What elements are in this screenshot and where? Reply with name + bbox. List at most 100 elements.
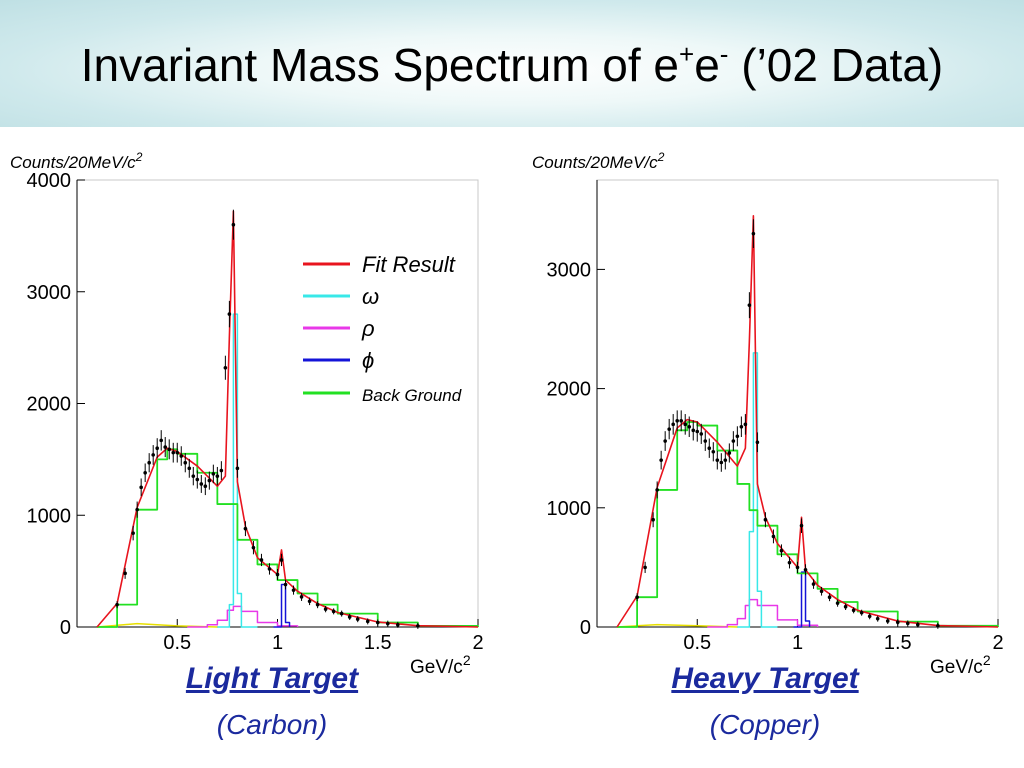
y-tick-label: 3000: [27, 282, 72, 304]
data-point: [385, 621, 390, 626]
chart-panel-2: Counts/20MeV/c2 0 1000 2000 3000 0.5 1 1.5 2GeV/…: [532, 150, 1004, 740]
x-tick-label: 1.5: [364, 632, 392, 654]
data-point: [671, 422, 675, 427]
data-point: [655, 488, 659, 492]
data-point: [699, 432, 704, 436]
y-tick-label: 0: [60, 617, 71, 639]
data-point: [131, 531, 135, 535]
data-point: [936, 624, 940, 628]
legend-label-background: Back Ground: [362, 386, 462, 405]
data-point: [875, 616, 880, 621]
data-point: [643, 565, 647, 570]
data-point: [283, 582, 288, 587]
x-tick-label: 2: [992, 632, 1003, 654]
x-tick-label: 0.5: [163, 632, 191, 654]
data-point: [867, 614, 872, 619]
x-tick-label: 1: [792, 632, 803, 654]
data-point: [659, 458, 663, 462]
legend-label-fit: Fit Result: [362, 252, 456, 277]
data-point: [735, 434, 740, 439]
data-point: [291, 588, 296, 592]
data-point: [279, 558, 284, 562]
y-axis-label: Counts/20MeV/c2: [532, 150, 665, 172]
data-point: [795, 565, 800, 570]
series-background-line: [97, 448, 479, 628]
data-point: [215, 474, 220, 478]
title-sup-minus: -: [719, 39, 729, 69]
data-point: [771, 534, 776, 539]
data-point: [151, 453, 155, 457]
data-point: [223, 365, 228, 370]
data-point: [635, 595, 639, 599]
data-point: [243, 526, 248, 531]
data-point: [819, 589, 824, 594]
data-point: [143, 470, 147, 475]
data-point: [885, 619, 890, 623]
series-phi-line: [793, 571, 811, 628]
data-point: [779, 548, 784, 553]
data-point: [195, 477, 200, 482]
data-point: [731, 439, 736, 443]
data-point: [323, 607, 328, 611]
data-point: [755, 440, 760, 445]
data-point: [843, 604, 848, 609]
data-point: [159, 438, 164, 443]
data-point: [811, 582, 816, 586]
data-point: [267, 567, 272, 571]
data-point: [895, 620, 900, 625]
y-tick-label: 4000: [27, 170, 72, 192]
data-point: [687, 424, 692, 429]
data-point: [679, 418, 684, 423]
target-caption: Light Target: [186, 662, 360, 695]
data-point: [703, 439, 708, 443]
data-point: [251, 545, 256, 550]
series-background-line: [617, 421, 999, 628]
series-fit-line: [96, 210, 479, 628]
data-point: [787, 560, 792, 565]
data-point: [663, 439, 667, 443]
y-axis-label: Counts/20MeV/c2: [10, 150, 143, 172]
data-point: [163, 445, 168, 449]
target-material-caption: (Copper): [710, 709, 820, 740]
data-point: [207, 478, 212, 483]
y-tick-label: 1000: [27, 505, 72, 527]
x-tick-label: 0.5: [683, 632, 711, 654]
y-tick-label: 1000: [547, 498, 592, 520]
data-point: [747, 303, 752, 307]
data-point: [187, 466, 192, 471]
series-fit-line: [616, 214, 999, 628]
data-point: [827, 595, 832, 599]
data-point: [135, 507, 139, 512]
data-point: [179, 454, 184, 458]
series-omega-line: [737, 352, 778, 628]
data-point: [835, 601, 840, 605]
data-point: [347, 615, 352, 619]
x-axis-label: GeV/c2: [410, 652, 471, 678]
data-point: [715, 458, 720, 462]
data-point: [115, 602, 119, 607]
title-sup-plus: +: [679, 39, 695, 69]
x-tick-label: 1: [272, 632, 283, 654]
data-point: [123, 571, 127, 576]
data-point: [683, 422, 688, 427]
data-point: [299, 595, 304, 599]
legend: Fit Result ωρϕ Back Ground: [303, 252, 462, 405]
data-point: [227, 312, 232, 316]
series-rho-line: [187, 605, 299, 628]
data-point: [203, 484, 208, 488]
data-point: [416, 624, 420, 628]
data-point: [711, 449, 716, 454]
data-point: [155, 446, 159, 451]
data-point: [691, 428, 696, 433]
data-point: [171, 450, 176, 455]
data-point: [139, 485, 143, 490]
data-point: [199, 482, 204, 486]
data-point: [275, 572, 280, 577]
y-tick-label: 3000: [547, 259, 592, 281]
data-point: [739, 424, 744, 429]
data-point: [396, 622, 400, 627]
legend-label-omega: ω: [362, 284, 379, 309]
data-point: [259, 558, 264, 562]
target-caption: Heavy Target: [671, 662, 860, 695]
